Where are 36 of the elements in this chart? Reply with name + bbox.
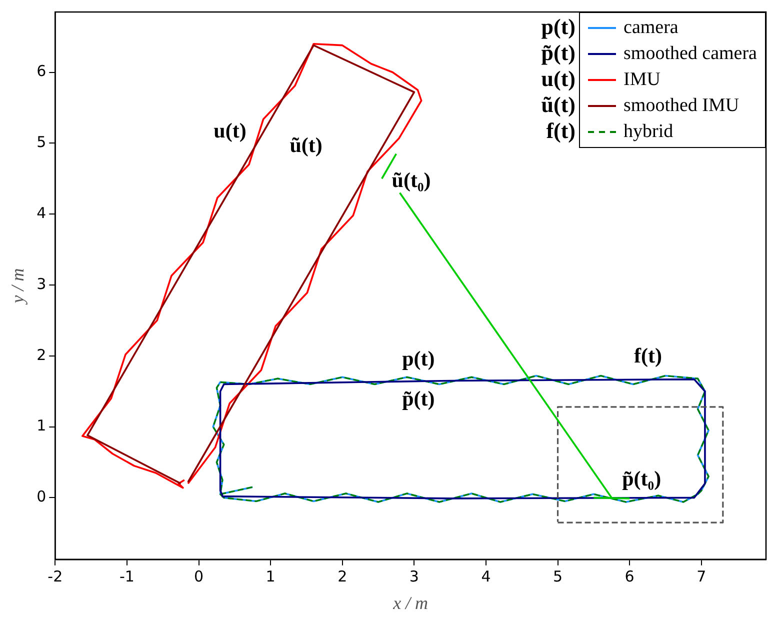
legend-label: camera <box>624 17 678 39</box>
y-tick-label: 4 <box>36 204 46 222</box>
x-tick-label: 4 <box>481 567 491 586</box>
annotation: p̃(t) <box>541 40 576 66</box>
legend-label: IMU <box>624 69 660 91</box>
x-tick-label: 2 <box>338 567 348 586</box>
x-tick-label: 5 <box>552 567 563 586</box>
x-tick-label: 3 <box>409 567 419 586</box>
annotation: f(t) <box>634 343 662 368</box>
annotation: f(t) <box>545 118 576 144</box>
y-tick-label: 6 <box>36 62 46 80</box>
annotation: ũ(t) <box>541 92 576 118</box>
x-tick-label: 6 <box>624 567 634 586</box>
x-tick-label: 0 <box>194 567 204 586</box>
x-tick-label: 7 <box>696 567 706 586</box>
x-tick-label: -2 <box>48 567 63 586</box>
annotation: ũ(t) <box>290 133 322 158</box>
annotation: p(t) <box>541 14 576 40</box>
legend-label: smoothed camera <box>624 43 757 65</box>
annotation: u(t) <box>541 66 576 92</box>
x-tick-label: 1 <box>266 567 276 586</box>
annotation: p(t) <box>402 346 435 371</box>
x-axis-title: x / m <box>392 592 428 613</box>
annotation: ũ(t₀) <box>392 168 431 192</box>
y-tick-label: 2 <box>36 346 46 364</box>
annotation: u(t) <box>214 118 246 142</box>
legend-label: hybrid <box>624 121 674 143</box>
y-axis-title: y / m <box>8 268 28 306</box>
y-tick-label: 5 <box>36 133 46 152</box>
annotation: p̃(t) <box>402 386 435 411</box>
legend-label: smoothed IMU <box>624 95 740 117</box>
y-tick-label: 3 <box>36 274 46 293</box>
annotation: p̃(t₀) <box>622 466 662 490</box>
y-tick-label: 0 <box>36 488 46 506</box>
y-tick-label: 1 <box>36 416 46 435</box>
x-tick-label: -1 <box>119 567 134 586</box>
